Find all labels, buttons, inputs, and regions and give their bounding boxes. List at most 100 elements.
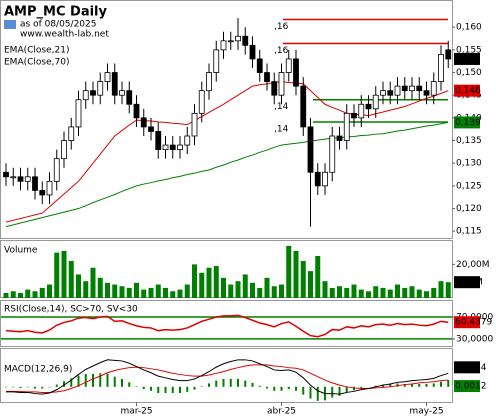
x-tick-label: abr-25 (267, 407, 296, 417)
histogram-bar (258, 385, 261, 387)
histogram-bar (345, 386, 348, 393)
volume-bar (250, 282, 255, 298)
volume-bar (286, 245, 292, 298)
histogram-bar (12, 386, 15, 388)
histogram-bar (425, 384, 428, 387)
volume-bar (264, 277, 270, 298)
volume-bar (431, 287, 437, 298)
candle-body (278, 72, 285, 96)
volume-bar (39, 287, 45, 298)
candle-body (380, 90, 386, 96)
histogram-bar (287, 386, 290, 390)
volume-panel (0, 240, 453, 298)
volume-bar (61, 250, 67, 298)
histogram-bar (251, 382, 254, 387)
candle-body (300, 85, 307, 128)
ema-last-label-box (454, 84, 480, 97)
volume-bar (170, 291, 176, 298)
legend-entry: EMA(Close,21) (4, 46, 69, 56)
candle-body (162, 144, 169, 150)
volume-bar (387, 289, 393, 298)
candle-body (401, 85, 408, 92)
candle-body (177, 144, 183, 150)
volume-bar (177, 289, 183, 298)
candle-body (322, 171, 328, 187)
x-tick-label: may-25 (409, 407, 443, 417)
legend-entry: EMA(Close,70) (4, 58, 69, 68)
y-tick-label: 20,00M (456, 260, 490, 270)
candle-body (104, 72, 111, 82)
volume-bar (438, 281, 444, 298)
histogram-bar (418, 384, 421, 387)
ema-line (5, 121, 449, 228)
candle-body (242, 35, 249, 46)
histogram-bar (34, 386, 36, 389)
histogram-bar (316, 386, 319, 401)
volume-bar (105, 282, 110, 298)
histogram-bar (244, 380, 247, 387)
volume-bar (337, 286, 342, 298)
volume-bar (351, 284, 357, 298)
volume-bar (395, 284, 400, 298)
histogram-bar (157, 386, 160, 393)
candle-body (387, 90, 394, 96)
signal-line (6, 364, 449, 393)
histogram-bar (360, 386, 363, 388)
last-volume-label-box (454, 276, 480, 289)
histogram-last-label-box (454, 380, 480, 393)
histogram-bar (229, 378, 232, 387)
candle-body (198, 90, 205, 114)
level-label: ,14 (274, 102, 289, 112)
candle-body (155, 131, 162, 150)
candle-body (206, 72, 212, 92)
rsi-line (5, 314, 449, 338)
candle-body (75, 99, 82, 128)
candle-body (256, 58, 263, 73)
ema-last-label: 0,139 (455, 118, 481, 128)
candle-body (314, 171, 321, 187)
candle-body (249, 44, 256, 60)
histogram-bar (280, 386, 283, 391)
level-label: ,14 (274, 124, 289, 134)
candle-body (46, 180, 53, 196)
volume-bar (25, 289, 31, 298)
candle-body (169, 144, 176, 150)
volume-bar (206, 267, 212, 298)
histogram-bar (55, 384, 58, 387)
volume-bar (409, 286, 415, 298)
candle-body (39, 189, 46, 196)
volume-bar (76, 274, 81, 298)
candle-body (148, 126, 154, 132)
volume-bar (54, 252, 60, 298)
candle-body (264, 72, 270, 82)
volume-bar (344, 287, 350, 298)
candle-body (3, 171, 9, 178)
histogram-bar (432, 383, 435, 387)
volume-bar (242, 274, 248, 298)
volume-bar (380, 287, 386, 298)
candle-body (358, 103, 365, 119)
histogram-bar (396, 383, 399, 387)
y-tick-label: 0,155 (456, 45, 482, 55)
histogram-bar (222, 378, 225, 387)
histogram-bar (41, 386, 44, 389)
candle-body (307, 126, 314, 173)
candle-body (111, 72, 118, 96)
candle-body (445, 49, 452, 60)
candle-body (372, 94, 379, 110)
volume-bar (279, 284, 284, 298)
candle-body (271, 81, 278, 96)
histogram-bar (353, 386, 355, 391)
histogram-bar (26, 386, 29, 388)
volume-bar (329, 287, 335, 298)
macd-last-label: 0,0024 (455, 363, 487, 373)
volume-bar (445, 282, 451, 298)
histogram-bar (113, 376, 116, 387)
histogram-bar (5, 386, 7, 388)
volume-bar (358, 289, 364, 298)
y-tick-label: 0,130 (456, 159, 482, 169)
histogram-bar (135, 386, 138, 387)
ema-line (5, 81, 449, 223)
volume-bar (192, 264, 197, 298)
volume-bar (10, 291, 16, 298)
